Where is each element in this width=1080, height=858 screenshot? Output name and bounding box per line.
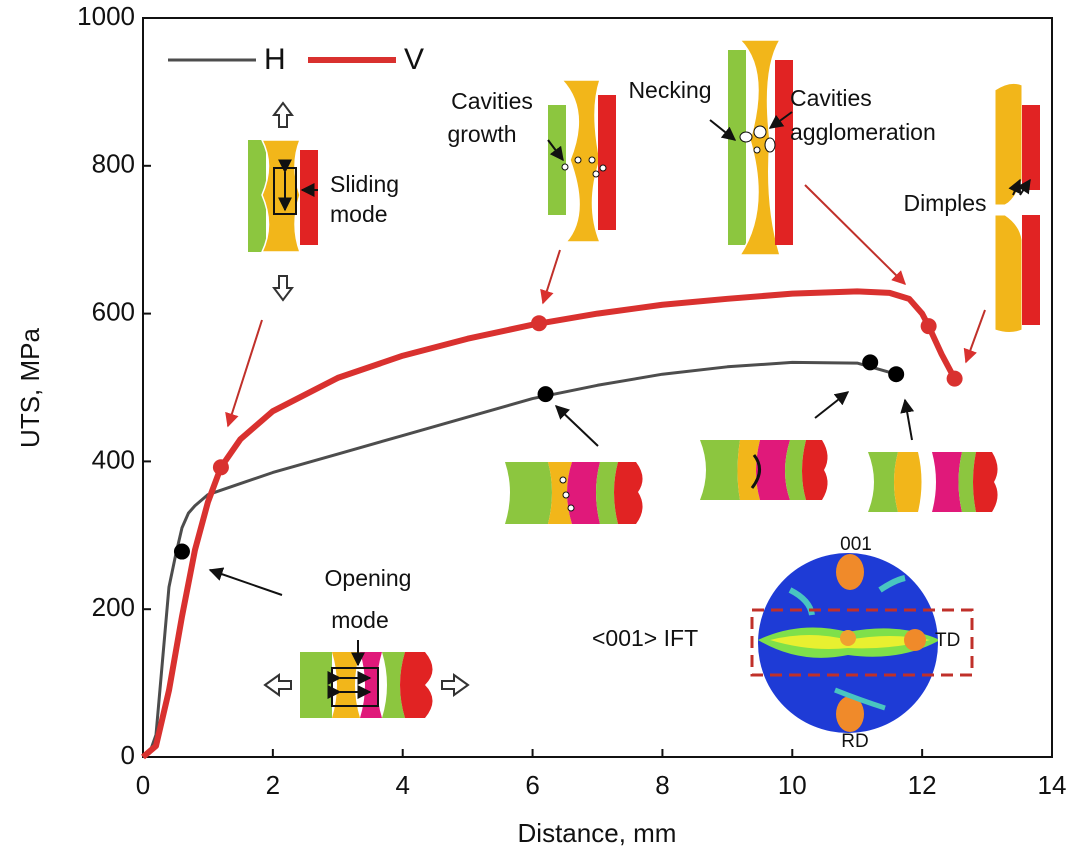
annotation: agglomeration xyxy=(790,119,936,145)
point-marker xyxy=(946,370,963,387)
annotation: Dimples xyxy=(903,190,986,216)
point-marker xyxy=(920,318,937,335)
annotation: 001 xyxy=(840,534,872,555)
y-tick-label: 0 xyxy=(121,740,135,770)
point-marker xyxy=(888,366,905,383)
x-tick-label: 8 xyxy=(655,770,669,800)
annotation: Necking xyxy=(628,77,711,103)
x-axis-label: Distance, mm xyxy=(518,818,677,848)
y-tick-label: 600 xyxy=(92,296,135,326)
series-line xyxy=(142,360,897,759)
x-tick-label: 14 xyxy=(1038,770,1067,800)
point-marker xyxy=(173,543,190,560)
arrows xyxy=(208,184,986,596)
cavities-growth-schematic xyxy=(547,79,616,243)
annotation: mode xyxy=(331,607,389,633)
opening-schematic xyxy=(263,640,470,718)
x-tick-label: 2 xyxy=(266,770,280,800)
y-tick-label: 800 xyxy=(92,149,135,179)
point-marker xyxy=(212,459,229,476)
legend-label: H xyxy=(264,43,286,76)
y-tick-label: 400 xyxy=(92,444,135,474)
x-tick-label: 4 xyxy=(395,770,409,800)
annotation: RD xyxy=(841,731,868,752)
y-tick-label: 1000 xyxy=(77,1,135,31)
y-axis-label: UTS, MPa xyxy=(15,328,45,448)
dimples-schematic xyxy=(994,82,1040,333)
plot-frame xyxy=(142,17,1053,758)
annotation: Cavities xyxy=(451,88,533,114)
fracture-schematics xyxy=(505,440,998,524)
sliding-schematic xyxy=(248,101,318,302)
pole-figure xyxy=(750,553,974,733)
annotation: Opening xyxy=(325,565,412,591)
annotation: Cavities xyxy=(790,85,872,111)
annotation: Sliding xyxy=(330,171,399,197)
point-marker xyxy=(862,354,879,371)
annotation: growth xyxy=(447,121,516,147)
series-line xyxy=(141,288,958,760)
point-marker xyxy=(531,315,548,332)
annotation: <001> IFT xyxy=(592,625,698,651)
annotation: TD xyxy=(935,630,960,651)
point-marker xyxy=(537,386,554,403)
x-tick-label: 10 xyxy=(778,770,807,800)
x-tick-label: 0 xyxy=(136,770,150,800)
annotation: mode xyxy=(330,201,388,227)
necking-schematic xyxy=(709,39,793,256)
x-tick-label: 6 xyxy=(525,770,539,800)
schematics xyxy=(208,39,1040,733)
legend-label: V xyxy=(404,43,424,76)
x-tick-label: 12 xyxy=(908,770,937,800)
y-tick-label: 200 xyxy=(92,592,135,622)
